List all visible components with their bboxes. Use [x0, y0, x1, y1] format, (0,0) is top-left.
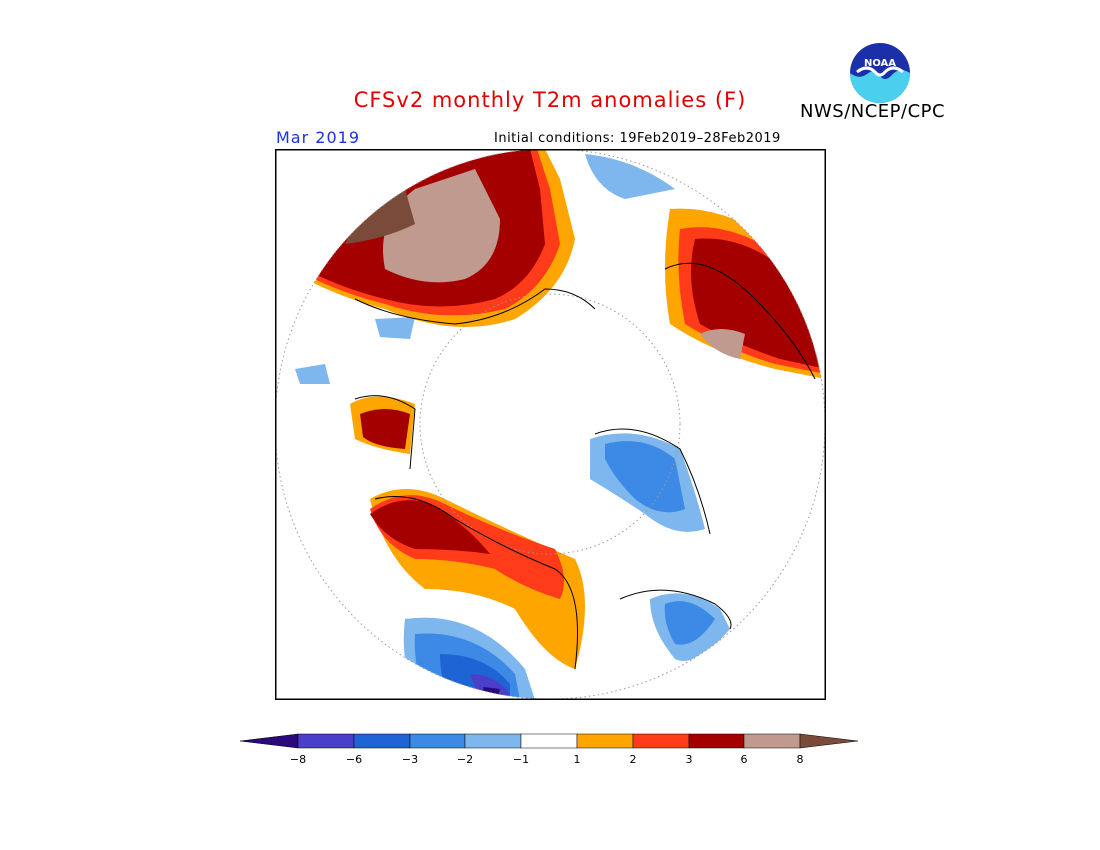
colorbar-tick: 6 [740, 753, 748, 766]
colorbar-high-arrow [799, 733, 859, 749]
noaa-logo-icon: NOAA [849, 42, 911, 104]
logo-text: NOAA [864, 58, 896, 69]
colorbar-tick: 3 [685, 753, 693, 766]
colorbar-tick: −8 [289, 753, 307, 766]
colorbar-tick: 2 [629, 753, 637, 766]
polar-anomaly-map [275, 149, 826, 700]
colorbar-tick: −2 [456, 753, 474, 766]
colorbar-low-arrow [239, 733, 299, 749]
colorbar-tick: 1 [573, 753, 581, 766]
initial-conditions: Initial conditions: 19Feb2019–28Feb2019 [494, 131, 781, 146]
colorbar-tick: −1 [512, 753, 530, 766]
chart-title: CFSv2 monthly T2m anomalies (F) [353, 88, 747, 112]
colorbar-tick: −3 [401, 753, 419, 766]
colorbar-tick: 8 [796, 753, 804, 766]
forecast-month: Mar 2019 [276, 128, 360, 147]
agency-label: NWS/NCEP/CPC [800, 101, 946, 122]
colorbar-tick: −6 [345, 753, 363, 766]
colorbar [239, 733, 859, 749]
